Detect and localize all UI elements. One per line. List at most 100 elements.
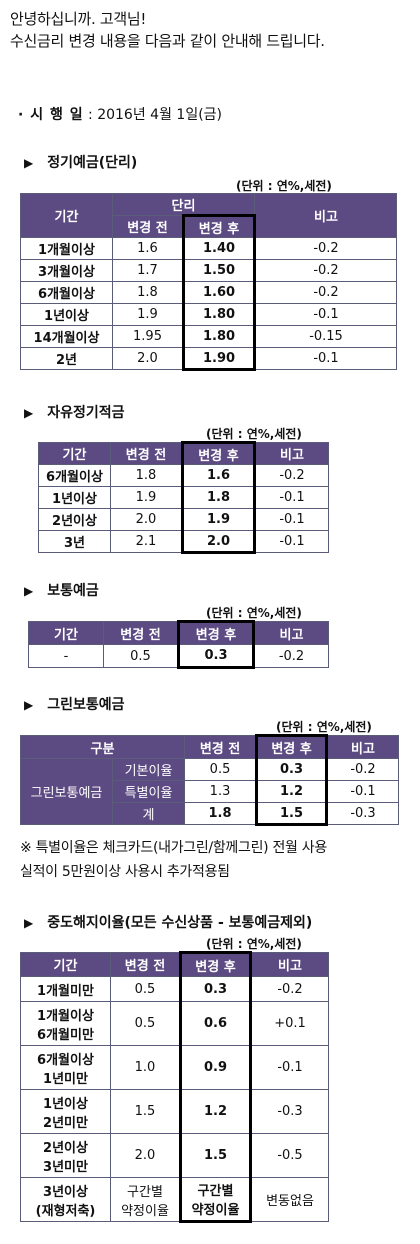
header-after: 변경 후 [255, 734, 329, 759]
header-before: 변경 전 [112, 215, 184, 238]
period-line: 1년미만 [43, 1071, 88, 1087]
cell-line: 약정이율 [121, 1203, 169, 1219]
row-note: -0.15 [254, 325, 398, 348]
row-before: 1.8 [112, 281, 184, 304]
row-before: 0.5 [103, 644, 179, 668]
row-note: -0.1 [254, 347, 398, 370]
row-period: 14개월이상 [20, 325, 113, 348]
row-before: 1.7 [112, 259, 184, 282]
header-before: 변경 전 [110, 952, 181, 977]
unit-label: (단위 : 연%,세전) [206, 937, 302, 951]
special-rate-note: ※ 특별이율은 체크카드(내가그린/함께그린) 전월 사용 실적이 5만원이상 … [20, 836, 327, 884]
row-before: 2.0 [110, 508, 183, 531]
rate-table-fixed-deposit: 기간 단리 비고 변경 전 변경 후 1개월이상 1.6 1.40 -0.2 3개월이… [20, 193, 398, 371]
row-after: 1.50 [181, 259, 257, 282]
row-after: 1.60 [181, 281, 257, 304]
row-after: 1.8 [181, 486, 256, 509]
row-period: 1년이상 [38, 486, 111, 509]
unit-label: (단위 : 연%,세전) [206, 606, 302, 620]
row-before: 1.9 [110, 486, 183, 509]
header-before: 변경 전 [103, 621, 179, 645]
row-category-total: 계 [111, 802, 186, 825]
header-note: 비고 [254, 193, 398, 238]
header-period: 기간 [28, 621, 104, 645]
section-title-fixed-deposit: ▶ 정기예금(단리) [24, 152, 137, 172]
row-note: -0.3 [250, 1089, 329, 1134]
period-line: 3년미만 [43, 1159, 88, 1175]
intro: 안녕하십니까. 고객님! 수신금리 변경 내용을 다음과 같이 안내해 드립니다… [10, 8, 325, 52]
section-title-text: 정기예금(단리) [47, 155, 138, 171]
header-category: 구분 [19, 735, 186, 759]
row-period: 1개월이상 6개월미만 [20, 1001, 111, 1046]
period-line: (재형저축) [35, 1203, 96, 1219]
row-after: 0.3 [177, 644, 255, 669]
row-note: -0.2 [253, 644, 329, 668]
row-note: -0.2 [254, 281, 398, 304]
row-period: 3년 [38, 530, 111, 553]
row-period: 2년이상 [38, 508, 111, 531]
section-title-installment-savings: ▶ 자유정기적금 [24, 402, 125, 422]
row-before: 2.0 [110, 1133, 181, 1178]
row-after: 1.5 [179, 1133, 252, 1178]
row-period: 6개월이상 [20, 281, 113, 304]
row-period: 1년이상 [20, 303, 113, 326]
row-note: +0.1 [250, 1001, 329, 1046]
row-note: -0.1 [250, 1045, 329, 1090]
unit-label: (단위 : 연%,세전) [206, 427, 302, 441]
row-after: 0.3 [179, 976, 252, 1002]
row-after: 1.5 [255, 802, 329, 826]
row-note: -0.2 [326, 758, 400, 781]
rate-table-green-deposit: 구분 변경 전 변경 후 비고 그린보통예금 기본이율 0.5 0.3 -0.2 특… [19, 734, 400, 826]
row-note: -0.2 [254, 464, 329, 487]
header-period: 기간 [38, 442, 111, 465]
row-note: -0.1 [326, 780, 400, 803]
row-note: -0.1 [254, 508, 329, 531]
effective-date: · 시 행 일 : 2016년 4월 1일(금) [18, 104, 222, 124]
header-before: 변경 전 [184, 735, 258, 759]
row-after: 1.2 [255, 780, 329, 803]
row-period: 2년 [20, 347, 113, 370]
row-before: 2.1 [110, 530, 183, 553]
row-before: 0.5 [184, 758, 258, 781]
row-after: 2.0 [181, 530, 256, 554]
row-before: 1.8 [110, 464, 183, 487]
row-note: -0.2 [254, 259, 398, 282]
row-period: 3년이상 (재형저축) [20, 1177, 111, 1222]
product-label: 그린보통예금 [20, 758, 113, 825]
row-before: 1.5 [110, 1089, 181, 1134]
note-line: 실적이 5만원이상 사용시 추가적용됨 [20, 864, 230, 880]
header-before: 변경 전 [110, 442, 183, 465]
header-period: 기간 [20, 952, 111, 977]
cell-line: 구간별 [197, 1184, 234, 1199]
row-category: 기본이율 [111, 758, 186, 781]
header-after: 변경 후 [181, 441, 256, 465]
period-line: 1개월이상 [37, 1008, 94, 1024]
header-note: 비고 [250, 952, 329, 977]
section-title-text: 중도해지이율(모든 수신상품 - 보통예금제외) [47, 915, 313, 931]
row-after: 1.80 [181, 303, 257, 326]
row-before: 1.3 [184, 780, 258, 803]
row-after: 1.9 [181, 508, 256, 531]
header-note: 비고 [254, 442, 329, 465]
row-note: -0.5 [250, 1133, 329, 1178]
rate-table-early-termination: 기간 변경 전 변경 후 비고 1개월미만 0.5 0.3 -0.2 1개월이상… [20, 951, 329, 1223]
row-before: 0.5 [110, 976, 181, 1002]
row-after: 1.80 [181, 325, 257, 348]
row-period: 6개월이상 1년미만 [20, 1045, 111, 1090]
section-title-text: 그린보통예금 [47, 697, 125, 713]
header-simple-interest: 단리 [111, 193, 256, 216]
period-line: 3년이상 [43, 1184, 88, 1200]
row-note: -0.3 [326, 802, 400, 825]
unit-label: (단위 : 연%,세전) [236, 179, 332, 193]
cell-line: 구간별 [127, 1184, 163, 1200]
row-note: -0.1 [254, 486, 329, 509]
row-note: 변동없음 [250, 1177, 329, 1222]
effective-date-label: · 시 행 일 [18, 107, 84, 123]
triangle-marker-icon: ▶ [24, 406, 34, 420]
row-period: 6개월이상 [38, 464, 111, 487]
row-after: 0.9 [179, 1045, 252, 1090]
triangle-marker-icon: ▶ [24, 698, 34, 712]
row-note: -0.2 [250, 976, 329, 1002]
period-line: 2년이상 [43, 1140, 88, 1156]
